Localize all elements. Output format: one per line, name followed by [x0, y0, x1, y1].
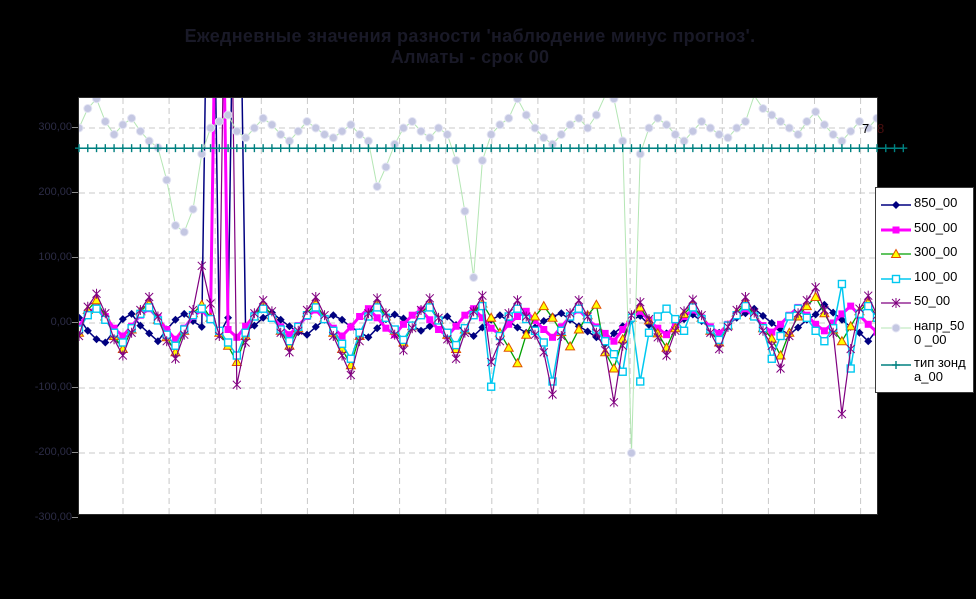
legend-item-850_00: 850_00	[880, 196, 971, 211]
y-axis-label: 300,00	[38, 121, 72, 133]
y-axis-label: -100,00	[34, 381, 72, 393]
y-axis-tick	[72, 387, 78, 388]
circle-marker-icon	[881, 323, 911, 332]
y-axis-tick	[72, 127, 78, 128]
open-square-marker-icon	[881, 274, 911, 283]
y-axis-label: -200,00	[34, 446, 72, 458]
legend-label: тип зонда_00	[914, 355, 966, 384]
y-axis-tick	[72, 452, 78, 453]
legend-item-500_00: 500_00	[880, 219, 971, 236]
legend: 850_00 500_00 300_00 100_00 50_00 напр_500 _0…	[875, 187, 974, 393]
legend-item-100_00: 100_00	[880, 268, 971, 285]
y-axis-tick	[72, 257, 78, 258]
legend-label: 50_00	[914, 293, 951, 308]
plot-annotation-7: 7	[862, 121, 870, 136]
y-axis-label: 100,00	[38, 251, 72, 263]
triangle-marker-icon	[881, 248, 911, 258]
chart-title-line1: Ежедневные значения разности 'наблюдение…	[184, 26, 756, 46]
diamond-marker-icon	[881, 201, 911, 209]
plot-annotation-8: 8	[877, 121, 885, 136]
y-axis-tick	[72, 322, 78, 323]
legend-item-тип зонда_00: тип зонда_00	[880, 356, 971, 384]
legend-item-300_00: 300_00	[880, 245, 971, 260]
y-axis-label: 0,00	[50, 316, 72, 328]
plus-marker-icon	[881, 361, 911, 369]
plot-area	[75, 97, 908, 515]
legend-item-50_00: 50_00	[880, 294, 971, 309]
square-marker-icon	[881, 226, 911, 233]
legend-label: 100_00	[914, 268, 958, 284]
legend-label: 850_00	[914, 195, 958, 210]
y-axis-label: 200,00	[38, 186, 72, 198]
legend-item-напр_500_00: напр_500 _00	[880, 317, 971, 347]
star-marker-icon	[881, 298, 911, 308]
legend-label: напр_500 _00	[914, 317, 965, 347]
chart-title: Ежедневные значения разности 'наблюдение…	[60, 26, 880, 68]
chart-title-line2: Алматы - срок 00	[390, 47, 550, 67]
y-axis-tick	[72, 192, 78, 193]
legend-label: 500_00	[914, 219, 958, 235]
y-axis-tick	[72, 517, 78, 518]
chart-canvas	[75, 98, 908, 514]
y-axis-label: -300,00	[34, 511, 72, 523]
legend-label: 300_00	[914, 244, 958, 259]
